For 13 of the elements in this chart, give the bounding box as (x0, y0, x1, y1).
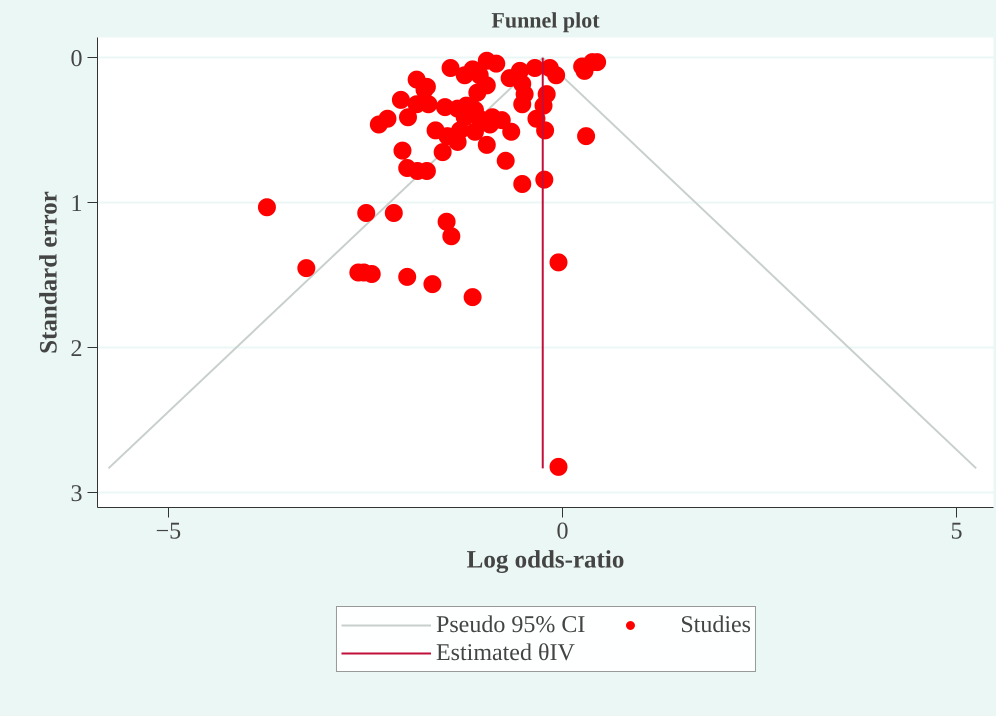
x-axis-title: Log odds-ratio (466, 546, 624, 574)
y-axis-title: Standard error (36, 191, 62, 354)
chart-title: Funnel plot (491, 8, 600, 32)
y-tick-label: 1 (70, 190, 82, 217)
y-tick-label: 0 (70, 46, 82, 72)
y-tick-label: 2 (70, 336, 82, 362)
y-tick-label: 3 (70, 480, 82, 507)
legend-label: Estimated θIV (436, 639, 575, 667)
legend-label: Studies (680, 611, 752, 639)
x-tick-label: −5 (156, 518, 182, 544)
x-tick-label: 0 (556, 518, 568, 544)
legend-label: Pseudo 95% CI (436, 611, 586, 639)
x-tick-label: 5 (950, 518, 962, 544)
